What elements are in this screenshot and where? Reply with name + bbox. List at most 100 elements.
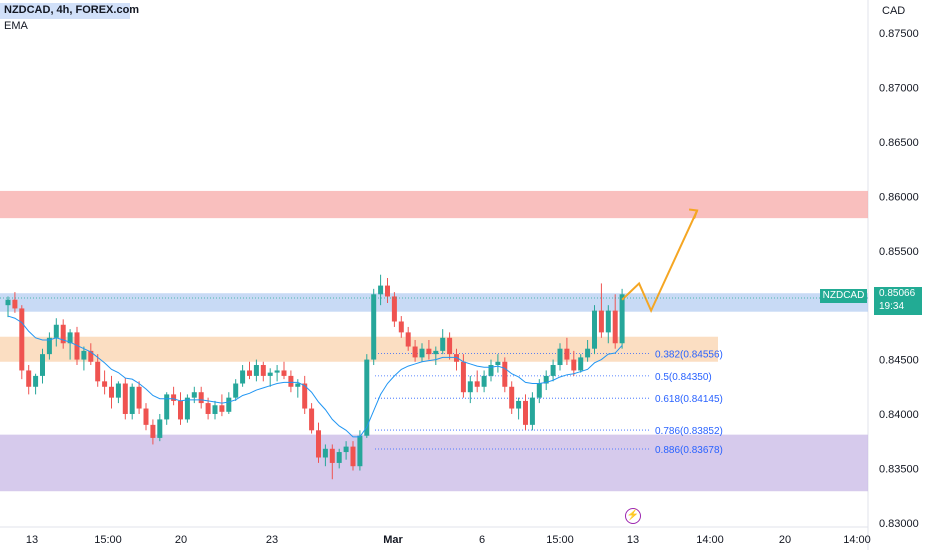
time-tick-label: 14:00 (696, 534, 724, 546)
symbol-title[interactable]: NZDCAD, 4h, FOREX.com (4, 4, 140, 16)
candle (343, 441, 349, 460)
candle-body (247, 370, 252, 376)
ema-indicator-label[interactable]: EMA (4, 20, 28, 32)
time-tick-label: 20 (175, 534, 187, 546)
time-tick-label: Mar (383, 534, 403, 546)
price-tick-label: 0.86500 (879, 137, 919, 149)
candle-body (240, 370, 246, 384)
time-tick-label: 13 (26, 534, 38, 546)
candle (385, 277, 390, 303)
candle-body (605, 310, 611, 333)
candle-body (564, 348, 570, 360)
lightning-news-icon[interactable]: ⚡ (625, 508, 641, 524)
last-price-value: 0.85066 (879, 288, 916, 299)
candle-body (12, 299, 18, 309)
candle-body (5, 299, 11, 306)
candle-body (53, 324, 59, 338)
candle-body (329, 448, 335, 463)
candle (516, 397, 522, 420)
candle (136, 381, 142, 414)
candle (391, 292, 397, 327)
time-tick-label: 20 (779, 534, 791, 546)
time-tick-label: 15:00 (94, 534, 122, 546)
candle (495, 354, 501, 373)
candle-body (267, 372, 273, 376)
price-tick-label: 0.87000 (879, 83, 919, 95)
candle (419, 343, 425, 362)
candle (33, 373, 39, 395)
candle (53, 318, 59, 347)
candle (426, 339, 432, 360)
candle-body (274, 370, 280, 373)
candle-body (281, 370, 287, 376)
candle-body (523, 400, 528, 425)
candle (178, 392, 183, 425)
projection-arrowhead (688, 208, 699, 219)
candle-body (102, 381, 108, 387)
candle (281, 361, 287, 380)
candle-body (557, 348, 563, 366)
candle-body (164, 394, 170, 420)
candle (164, 392, 170, 425)
candle-body (405, 332, 411, 347)
candle-body (295, 383, 301, 387)
candle (585, 339, 591, 362)
candle-body (198, 392, 204, 404)
candle (350, 441, 356, 471)
candle (309, 403, 315, 434)
time-tick-label: 13 (627, 534, 639, 546)
candle (364, 354, 370, 438)
candle (12, 292, 18, 313)
candle (329, 444, 335, 480)
price-tick-label: 0.83500 (879, 463, 919, 475)
candle-body (536, 383, 542, 398)
candle (592, 305, 597, 355)
candle-body (233, 383, 239, 398)
candle (5, 296, 11, 318)
candle-body (447, 337, 453, 355)
candle (371, 288, 377, 366)
fib-label-0.786: 0.786(0.83852) (655, 426, 723, 437)
candle-body (288, 375, 294, 387)
candle-body (543, 375, 549, 384)
candle-body (122, 383, 128, 414)
candle (240, 365, 246, 387)
candle (481, 370, 487, 393)
candle-body (316, 430, 321, 458)
candle-body (364, 359, 370, 436)
candle-body (219, 405, 225, 412)
candle-body (585, 348, 591, 358)
currency-label: CAD (882, 5, 906, 17)
candle (336, 448, 342, 469)
candle-body (412, 346, 418, 358)
candle-body (171, 394, 177, 401)
candle-body (619, 294, 625, 344)
candle-body (109, 386, 114, 398)
candle (212, 400, 218, 420)
candle (378, 274, 384, 306)
candle-body (150, 424, 156, 438)
candle (122, 378, 128, 420)
candle-body (260, 365, 266, 376)
ema-line (7, 315, 623, 438)
time-tick-label: 23 (266, 534, 278, 546)
candle (447, 332, 453, 360)
candle (302, 375, 308, 414)
candle-body (612, 310, 618, 344)
candle-body (598, 310, 604, 333)
candle-body (302, 383, 308, 409)
time-tick-label: 15:00 (546, 534, 574, 546)
candle-body (488, 365, 494, 376)
candle-body (343, 446, 349, 453)
candle-body (460, 361, 466, 393)
candle (440, 329, 446, 355)
fib-label-0.5: 0.5(0.84350) (655, 372, 712, 383)
price-tick-label: 0.87500 (879, 28, 919, 40)
candle (115, 381, 121, 404)
candle-body (357, 435, 363, 467)
candle (109, 375, 114, 409)
candle (467, 375, 473, 404)
candle-body (502, 361, 508, 387)
candle (474, 370, 480, 393)
